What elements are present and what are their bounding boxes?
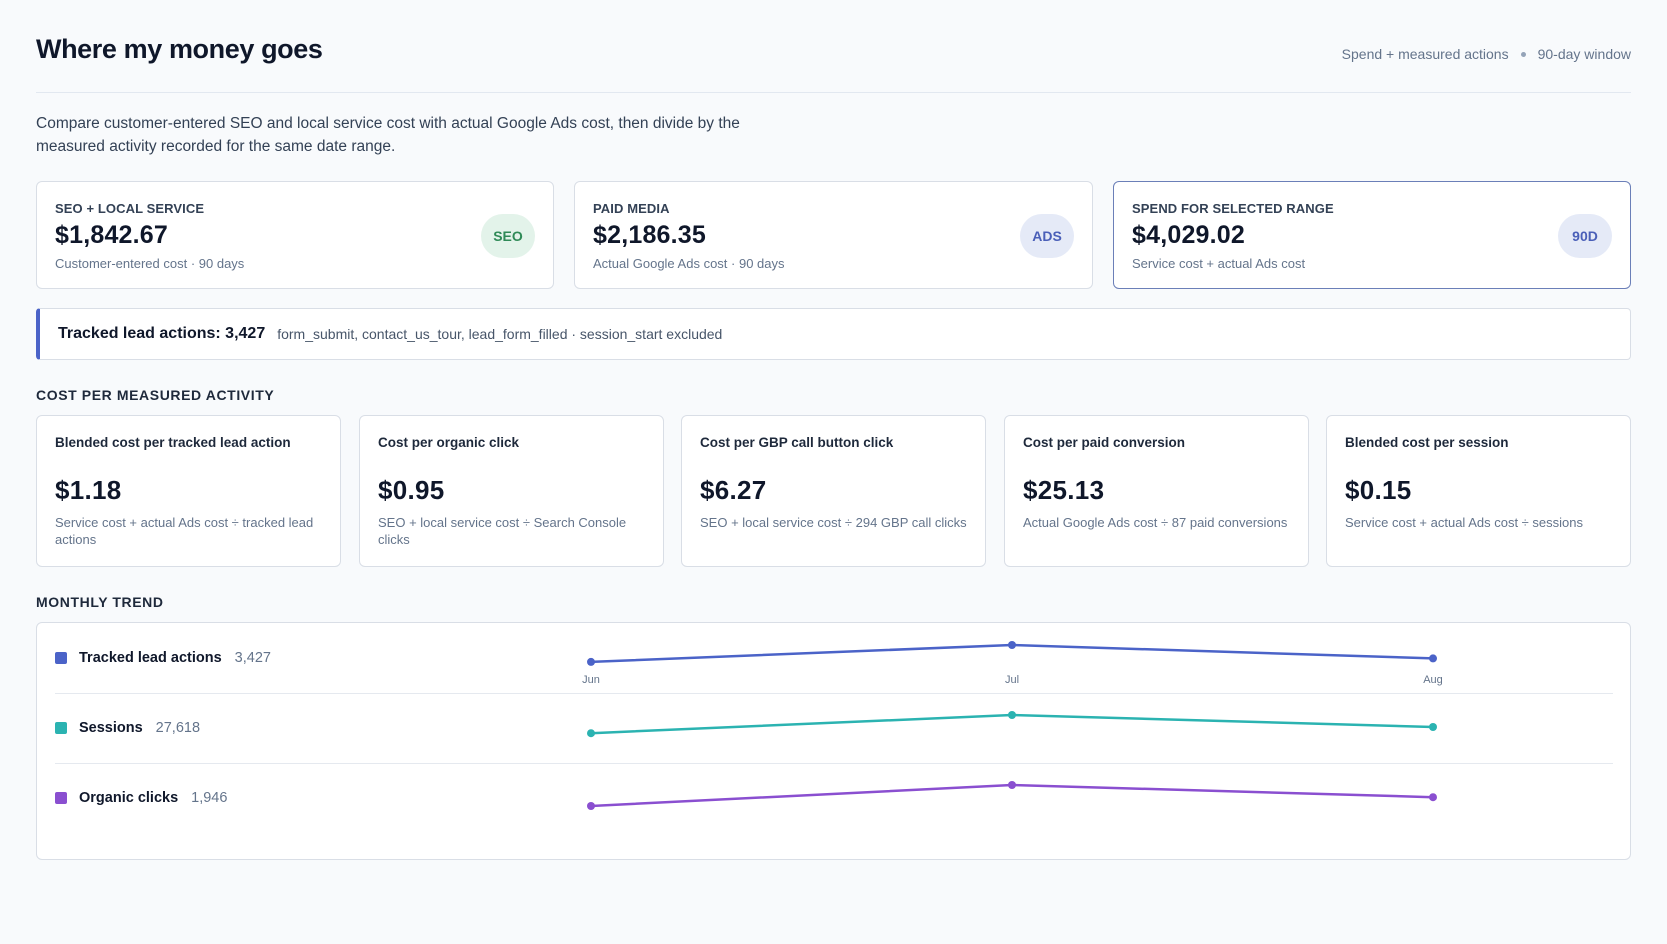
metric-formula: SEO + local service cost ÷ Search Consol… — [378, 515, 627, 547]
legend-count: 3,427 — [234, 650, 271, 666]
metric-value: $1.18 — [55, 475, 122, 505]
metric-label: Cost per GBP call button click — [700, 435, 894, 450]
x-tick-label: Jul — [1005, 674, 1019, 686]
meta-scope: Spend + measured actions — [1341, 46, 1509, 62]
metric-value: $0.95 — [378, 475, 445, 505]
metric-card-organic-click[interactable]: Cost per organic click $0.95 SEO + local… — [359, 415, 664, 567]
spend-card-paid-media[interactable]: PAID MEDIA $2,186.35 Actual Google Ads c… — [574, 181, 1093, 289]
legend-swatch — [55, 722, 67, 734]
spend-card-subtext: Service cost + actual Ads cost — [1132, 256, 1306, 271]
tracked-lead-actions-note: form_submit, contact_us_tour, lead_form_… — [277, 326, 723, 342]
metric-value: $0.15 — [1345, 475, 1412, 505]
spend-card-selected-range[interactable]: SPEND FOR SELECTED RANGE $4,029.02 Servi… — [1113, 181, 1631, 289]
metric-formula: Service cost + actual Ads cost ÷ session… — [1345, 515, 1583, 530]
metric-formula: Actual Google Ads cost ÷ 87 paid convers… — [1023, 515, 1288, 530]
legend-name: Organic clicks — [79, 790, 179, 806]
metric-value: $25.13 — [1023, 475, 1105, 505]
spend-card-subtext: Actual Google Ads cost · 90 days — [593, 256, 785, 271]
cost-section-title: COST PER MEASURED ACTIVITY — [36, 387, 275, 403]
data-point[interactable] — [587, 729, 595, 738]
trend-row-sessions: Sessions 27,618 — [55, 693, 1613, 764]
legend-count: 1,946 — [191, 790, 228, 806]
metric-card-blended-session[interactable]: Blended cost per session $0.15 Service c… — [1326, 415, 1631, 567]
trend-legend: Organic clicks 1,946 — [55, 790, 227, 806]
trend-row-tracked-leads: Tracked lead actions 3,427 Jun Jul Aug — [55, 623, 1613, 694]
meta-separator-dot — [1520, 51, 1526, 57]
legend-name: Tracked lead actions — [79, 650, 222, 666]
trend-legend: Sessions 27,618 — [55, 720, 200, 736]
spend-card-label: SEO + LOCAL SERVICE — [55, 201, 205, 216]
trend-sparkline: Jun Jul Aug — [582, 641, 1443, 686]
x-tick-label: Aug — [1423, 674, 1443, 686]
metric-formula: SEO + local service cost ÷ 294 GBP call … — [700, 515, 967, 530]
data-point[interactable] — [1429, 723, 1437, 731]
spend-card-value: $4,029.02 — [1132, 221, 1246, 249]
data-point[interactable] — [587, 657, 595, 666]
trend-sparkline — [587, 711, 1437, 738]
metric-card-blended-lead[interactable]: Blended cost per tracked lead action $1.… — [36, 415, 341, 567]
spend-card-value: $1,842.67 — [55, 221, 169, 249]
spend-card-label: PAID MEDIA — [593, 201, 670, 216]
spend-card-label: SPEND FOR SELECTED RANGE — [1132, 201, 1334, 216]
ads-badge: ADS — [1020, 214, 1074, 258]
range-badge: 90D — [1558, 214, 1612, 258]
data-point[interactable] — [1008, 641, 1016, 649]
tracked-lead-actions-total: Tracked lead actions: 3,427 — [58, 325, 266, 342]
trend-legend: Tracked lead actions 3,427 — [55, 650, 271, 666]
spend-card-subtext: Customer-entered cost · 90 days — [55, 256, 245, 271]
trend-sparkline — [587, 781, 1437, 810]
metric-card-gbp-call[interactable]: Cost per GBP call button click $6.27 SEO… — [681, 415, 986, 567]
trend-row-organic-clicks: Organic clicks 1,946 — [55, 763, 1613, 833]
data-point[interactable] — [587, 802, 595, 810]
x-tick-label: Jun — [582, 674, 600, 686]
metric-label: Blended cost per session — [1345, 435, 1509, 450]
spend-card-value: $2,186.35 — [593, 221, 707, 249]
meta-window: 90-day window — [1537, 46, 1631, 62]
metric-label: Cost per paid conversion — [1023, 435, 1186, 450]
data-point[interactable] — [1429, 793, 1437, 802]
page-description: Compare customer-entered SEO and local s… — [36, 115, 740, 155]
spend-card-seo[interactable]: SEO + LOCAL SERVICE $1,842.67 Customer-e… — [36, 181, 554, 289]
legend-swatch — [55, 792, 67, 804]
metric-label: Blended cost per tracked lead action — [55, 435, 291, 450]
data-point[interactable] — [1429, 654, 1437, 663]
tracked-lead-actions-banner: Tracked lead actions: 3,427 form_submit,… — [36, 308, 1631, 360]
legend-count: 27,618 — [155, 720, 201, 736]
page-header: Where my money goes Spend + measured act… — [36, 30, 1631, 93]
metric-formula: Service cost + actual Ads cost ÷ tracked… — [55, 515, 314, 547]
seo-badge: SEO — [481, 214, 535, 258]
data-point[interactable] — [1008, 781, 1016, 789]
trend-section-title: MONTHLY TREND — [36, 594, 164, 610]
metric-label: Cost per organic click — [378, 435, 520, 450]
header-meta: Spend + measured actions 90-day window — [1342, 46, 1631, 62]
metric-value: $6.27 — [700, 475, 767, 505]
legend-name: Sessions — [79, 720, 143, 736]
data-point[interactable] — [1008, 711, 1016, 719]
metric-card-paid-conversion[interactable]: Cost per paid conversion $25.13 Actual G… — [1004, 415, 1309, 567]
legend-swatch — [55, 652, 67, 664]
page-title: Where my money goes — [36, 34, 323, 64]
monthly-trend-card: Tracked lead actions 3,427 Jun Jul Aug Ses… — [36, 622, 1631, 860]
